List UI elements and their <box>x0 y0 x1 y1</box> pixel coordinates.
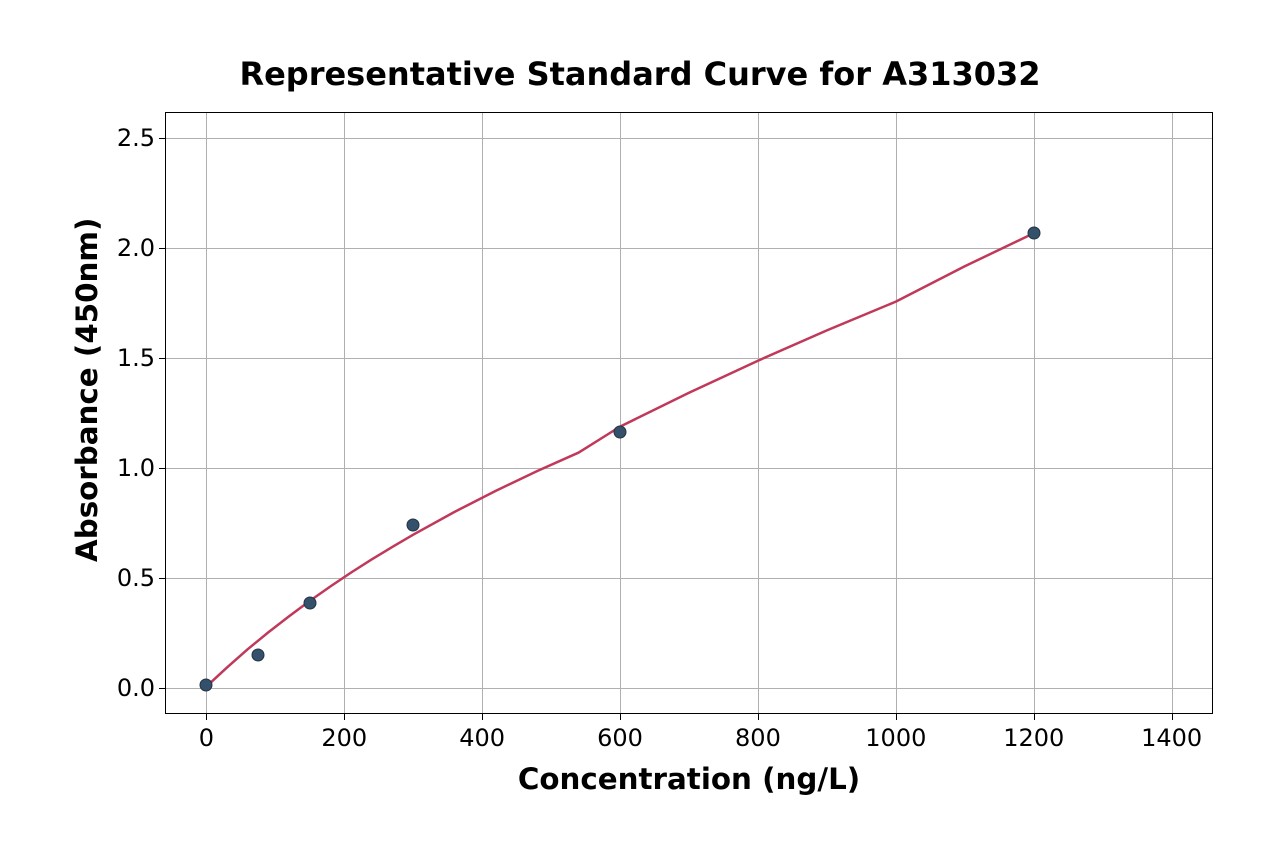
gridline-horizontal <box>165 578 1213 579</box>
y-tick <box>159 468 165 469</box>
y-tick-label: 2.0 <box>110 234 155 262</box>
gridline-horizontal <box>165 138 1213 139</box>
fit-curve <box>165 112 1213 714</box>
y-tick-label: 1.0 <box>110 454 155 482</box>
gridline-horizontal <box>165 468 1213 469</box>
data-point <box>614 425 627 438</box>
y-tick <box>159 688 165 689</box>
y-tick-label: 0.5 <box>110 564 155 592</box>
y-tick <box>159 358 165 359</box>
data-point <box>303 597 316 610</box>
data-point <box>252 648 265 661</box>
x-tick-label: 1400 <box>1141 724 1202 752</box>
gridline-vertical <box>1034 112 1035 714</box>
y-tick <box>159 248 165 249</box>
gridline-vertical <box>896 112 897 714</box>
gridline-vertical <box>1172 112 1173 714</box>
data-point <box>1027 226 1040 239</box>
x-tick-label: 1200 <box>1003 724 1064 752</box>
y-tick-label: 2.5 <box>110 124 155 152</box>
x-axis-label: Concentration (ng/L) <box>518 762 860 796</box>
gridline-horizontal <box>165 248 1213 249</box>
y-tick-label: 1.5 <box>110 344 155 372</box>
chart-title: Representative Standard Curve for A31303… <box>0 55 1280 93</box>
data-point <box>200 679 213 692</box>
x-tick <box>206 714 207 720</box>
y-axis-label: Absorbance (450nm) <box>70 217 104 561</box>
gridline-horizontal <box>165 688 1213 689</box>
gridline-vertical <box>758 112 759 714</box>
x-tick <box>344 714 345 720</box>
gridline-vertical <box>344 112 345 714</box>
x-tick <box>1034 714 1035 720</box>
x-tick <box>1172 714 1173 720</box>
x-tick <box>482 714 483 720</box>
figure: Representative Standard Curve for A31303… <box>0 0 1280 845</box>
y-tick <box>159 138 165 139</box>
y-tick <box>159 578 165 579</box>
x-tick-label: 0 <box>199 724 214 752</box>
y-tick-label: 0.0 <box>110 674 155 702</box>
x-tick-label: 200 <box>321 724 367 752</box>
x-tick-label: 600 <box>597 724 643 752</box>
plot-area <box>165 112 1213 714</box>
gridline-horizontal <box>165 358 1213 359</box>
x-tick-label: 400 <box>459 724 505 752</box>
x-tick <box>758 714 759 720</box>
plot-border <box>165 112 1213 714</box>
gridline-vertical <box>482 112 483 714</box>
x-tick <box>896 714 897 720</box>
gridline-vertical <box>620 112 621 714</box>
data-point <box>407 519 420 532</box>
x-tick-label: 800 <box>735 724 781 752</box>
gridline-vertical <box>206 112 207 714</box>
x-tick-label: 1000 <box>865 724 926 752</box>
x-tick <box>620 714 621 720</box>
